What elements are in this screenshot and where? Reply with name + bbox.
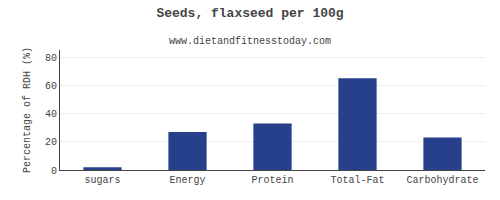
svg-text:sugars: sugars	[84, 175, 120, 186]
svg-text:60: 60	[45, 81, 57, 92]
svg-text:Seeds, flaxseed per 100g: Seeds, flaxseed per 100g	[156, 6, 343, 21]
svg-text:Carbohydrate: Carbohydrate	[406, 175, 478, 186]
svg-text:Percentage of RDH (%): Percentage of RDH (%)	[22, 47, 33, 173]
svg-text:Energy: Energy	[169, 175, 205, 186]
svg-text:40: 40	[45, 109, 57, 120]
svg-text:20: 20	[45, 137, 57, 148]
svg-text:Total-Fat: Total-Fat	[330, 175, 384, 186]
svg-text:0: 0	[51, 166, 57, 177]
svg-text:Protein: Protein	[251, 175, 293, 186]
svg-text:www.dietandfitnesstoday.com: www.dietandfitnesstoday.com	[169, 36, 331, 47]
svg-text:80: 80	[45, 53, 57, 64]
